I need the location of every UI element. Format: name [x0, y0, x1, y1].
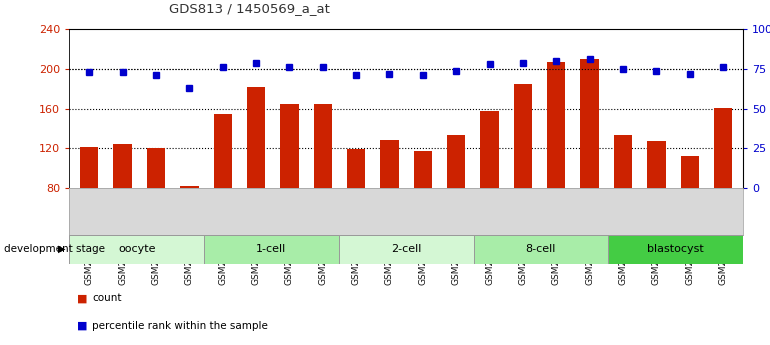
FancyBboxPatch shape [474, 235, 608, 264]
Bar [447, 136, 465, 188]
Bar [280, 104, 299, 188]
Text: development stage: development stage [4, 244, 105, 254]
Bar [514, 84, 532, 188]
Bar [581, 59, 599, 188]
Bar [80, 147, 99, 188]
Bar [147, 148, 166, 188]
FancyBboxPatch shape [69, 235, 204, 264]
Bar [647, 141, 665, 188]
Bar [714, 108, 732, 188]
Bar [313, 104, 332, 188]
Text: oocyte: oocyte [118, 244, 156, 254]
Bar [681, 156, 699, 188]
Text: 2-cell: 2-cell [391, 244, 421, 254]
Text: percentile rank within the sample: percentile rank within the sample [92, 321, 268, 331]
Bar [413, 151, 432, 188]
FancyBboxPatch shape [608, 235, 743, 264]
Bar [480, 111, 499, 188]
FancyBboxPatch shape [204, 235, 339, 264]
Text: 1-cell: 1-cell [256, 244, 286, 254]
Bar [547, 62, 565, 188]
Text: 8-cell: 8-cell [526, 244, 556, 254]
Bar [113, 144, 132, 188]
Text: GDS813 / 1450569_a_at: GDS813 / 1450569_a_at [169, 2, 330, 16]
Text: count: count [92, 294, 122, 303]
Bar [247, 87, 265, 188]
FancyBboxPatch shape [339, 235, 474, 264]
Text: ■: ■ [77, 294, 88, 303]
Bar [614, 136, 632, 188]
Bar [180, 186, 199, 188]
Bar [213, 114, 232, 188]
Text: blastocyst: blastocyst [648, 244, 704, 254]
Text: ■: ■ [77, 321, 88, 331]
Bar [380, 140, 399, 188]
Text: ▶: ▶ [58, 244, 65, 254]
Bar [347, 149, 365, 188]
